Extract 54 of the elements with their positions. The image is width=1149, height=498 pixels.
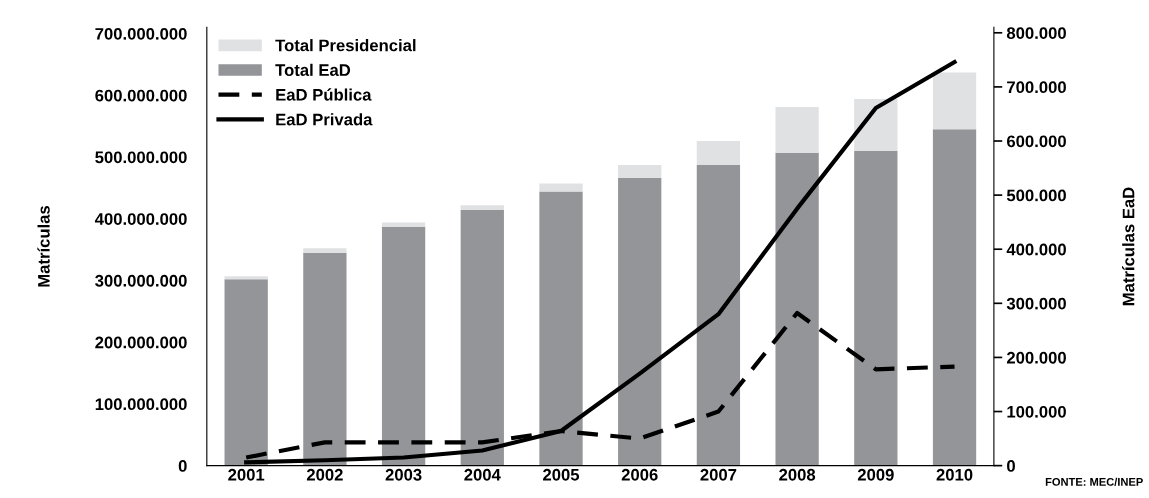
y-tick-label: 500.000.000: [95, 151, 187, 164]
bar: [303, 252, 347, 466]
y-tick-label: 200.000.000: [95, 336, 187, 349]
bar: [696, 165, 741, 466]
y2-tick-label: 600.000: [1006, 135, 1066, 148]
x-tick-label: 2009: [857, 468, 894, 481]
bar: [224, 279, 268, 466]
source-note: FONTE: MEC/INEP: [1045, 477, 1143, 486]
legend-label: Total EaD: [275, 63, 351, 76]
bar: [381, 222, 426, 227]
bar: [932, 129, 977, 466]
y-axis-title: Matrículas: [37, 205, 50, 287]
bar: [618, 178, 662, 466]
bar: [696, 140, 741, 166]
y2-tick-label: 100.000: [1007, 405, 1066, 418]
y2-tick-label: 300.000: [1006, 297, 1066, 310]
bar: [303, 248, 347, 253]
y2-tick-label: 400.000: [1006, 243, 1066, 256]
bar: [460, 210, 504, 466]
y-tick-label: 700.000.000: [95, 27, 187, 40]
bar: [854, 98, 898, 151]
y2-tick-label: 700.000: [1007, 81, 1066, 94]
bar: [618, 165, 662, 178]
x-tick-label: 2005: [543, 468, 580, 481]
y-tick-label: 300.000.000: [95, 274, 187, 287]
bar: [932, 72, 977, 130]
bar: [775, 107, 819, 153]
y2-tick-label: 0: [1007, 460, 1015, 472]
legend-label: EaD Privada: [276, 113, 373, 126]
y2-tick-label: 200.000: [1006, 351, 1066, 364]
legend-label: EaD Pública: [276, 88, 372, 101]
x-tick-label: 2004: [464, 468, 501, 481]
bar: [224, 276, 268, 280]
y-tick-label: 100.000.000: [95, 398, 187, 411]
bar: [539, 183, 583, 192]
y2-axis-title: Matrículas EaD: [1122, 187, 1135, 306]
bar: [775, 152, 819, 466]
x-tick-label: 2006: [621, 468, 658, 481]
bar: [381, 226, 426, 466]
y-tick-label: 0: [178, 460, 187, 472]
x-tick-label: 2001: [228, 468, 265, 481]
y-tick-label: 400.000.000: [94, 213, 187, 225]
x-tick-label: 2003: [385, 468, 422, 481]
x-tick-label: 2008: [779, 468, 816, 481]
y2-tick-label: 500.000: [1006, 189, 1066, 202]
bar: [460, 205, 504, 211]
legend-label: Total Presidencial: [275, 39, 416, 52]
bar: [854, 150, 898, 466]
y2-tick-label: 800.000: [1006, 27, 1066, 39]
x-tick-label: 2010: [936, 468, 973, 481]
x-tick-label: 2002: [306, 468, 343, 481]
bar: [539, 191, 583, 466]
x-tick-label: 2007: [700, 468, 737, 481]
y-tick-label: 600.000.000: [95, 89, 187, 102]
